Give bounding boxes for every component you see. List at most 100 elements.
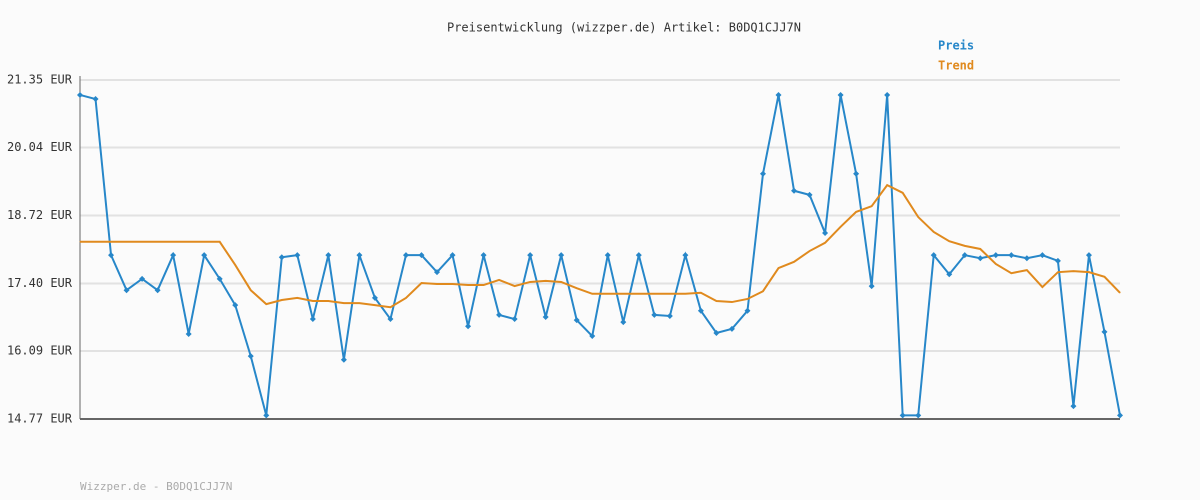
point — [666, 312, 673, 319]
point — [309, 316, 316, 323]
point — [95, 241, 97, 243]
point — [979, 248, 981, 250]
point — [793, 261, 795, 263]
point — [296, 297, 298, 299]
point — [576, 287, 578, 289]
point — [620, 319, 627, 326]
point — [511, 316, 518, 323]
point — [759, 170, 766, 177]
y-tick-label: 14.77 EUR — [7, 412, 73, 426]
point — [930, 252, 937, 259]
point — [232, 302, 239, 309]
point — [902, 192, 904, 194]
point — [154, 287, 161, 294]
point — [496, 311, 503, 318]
point — [778, 267, 780, 269]
point — [855, 211, 857, 213]
point — [1026, 269, 1028, 271]
point — [356, 252, 363, 259]
point — [886, 184, 888, 186]
point — [682, 252, 689, 259]
point — [123, 287, 130, 294]
point — [110, 241, 112, 243]
point — [1103, 276, 1105, 278]
point — [1023, 255, 1030, 262]
point — [170, 252, 177, 259]
point — [1070, 403, 1077, 410]
point — [402, 252, 409, 259]
point — [325, 252, 332, 259]
point — [995, 263, 997, 265]
point — [715, 300, 717, 302]
point — [234, 264, 236, 266]
point — [139, 275, 146, 282]
point — [775, 91, 782, 98]
point — [806, 191, 813, 198]
point — [358, 302, 360, 304]
y-tick-label: 20.04 EUR — [7, 140, 73, 154]
point — [697, 307, 704, 314]
point — [542, 313, 549, 320]
point — [573, 317, 580, 324]
point — [436, 283, 438, 285]
point — [822, 230, 829, 237]
point — [713, 329, 720, 336]
point — [371, 294, 378, 301]
point — [418, 252, 425, 259]
point — [1041, 286, 1043, 288]
point — [871, 205, 873, 207]
series-line — [79, 93, 1121, 417]
point — [728, 325, 735, 332]
point — [1101, 328, 1108, 335]
point — [387, 316, 394, 323]
point — [899, 412, 906, 419]
point — [467, 284, 469, 286]
point — [638, 293, 640, 295]
point — [434, 269, 441, 276]
point — [651, 311, 658, 318]
point — [731, 301, 733, 303]
legend-label: Trend — [938, 59, 974, 73]
point — [917, 216, 919, 218]
point — [77, 91, 83, 98]
point — [374, 304, 376, 306]
point — [452, 283, 454, 285]
series-line — [80, 183, 1121, 309]
point — [1010, 272, 1012, 274]
point — [340, 356, 347, 363]
point — [465, 323, 472, 330]
point — [853, 170, 860, 177]
point — [669, 293, 671, 295]
y-tick-label: 17.40 EUR — [7, 276, 73, 290]
point — [684, 293, 686, 295]
point — [483, 284, 485, 286]
point — [108, 252, 115, 259]
point — [607, 293, 609, 295]
point — [219, 241, 221, 243]
point — [527, 252, 534, 259]
point — [343, 302, 345, 304]
point — [589, 333, 596, 340]
point — [992, 252, 999, 259]
point — [791, 187, 798, 194]
point — [250, 289, 252, 291]
point — [744, 307, 751, 314]
y-tick-label: 16.09 EUR — [7, 343, 73, 357]
point — [545, 280, 547, 282]
point — [1057, 271, 1059, 273]
point — [79, 241, 81, 243]
point — [1085, 252, 1092, 259]
point — [480, 252, 487, 259]
point — [604, 252, 611, 259]
point — [933, 231, 935, 233]
point — [558, 252, 565, 259]
point — [265, 303, 267, 305]
point — [884, 91, 891, 98]
point — [1088, 271, 1090, 273]
point — [263, 412, 270, 419]
point — [514, 285, 516, 287]
point — [389, 306, 391, 308]
point — [948, 240, 950, 242]
point — [1008, 252, 1015, 259]
